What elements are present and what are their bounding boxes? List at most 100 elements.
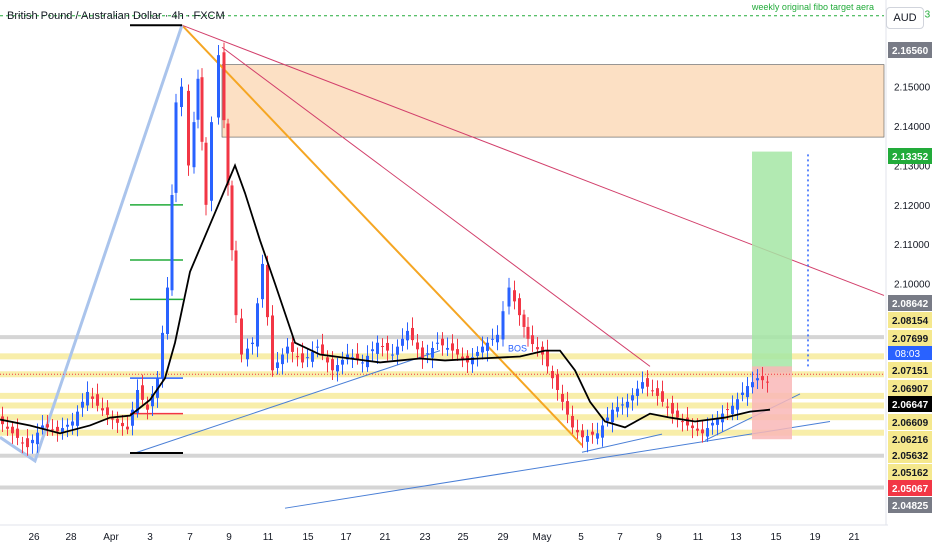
candle-body <box>376 342 379 354</box>
candle-body <box>111 418 114 420</box>
candle-body <box>126 426 129 430</box>
level-band <box>0 392 884 399</box>
candle-body <box>146 404 149 410</box>
time-tick-label: 21 <box>379 532 391 543</box>
candle-body <box>513 290 516 302</box>
candle-body <box>416 342 419 350</box>
candle-body <box>571 415 574 428</box>
candle-body <box>180 86 183 108</box>
time-tick-label: 11 <box>693 532 704 543</box>
price-tag-label: 2.13352 <box>892 152 929 163</box>
time-tick-label: 15 <box>770 532 782 543</box>
candle-body <box>391 354 394 356</box>
time-tick-label: 9 <box>226 532 232 543</box>
candle-body <box>691 425 694 429</box>
candle-body <box>711 422 714 426</box>
candle-body <box>341 359 344 365</box>
candle-body <box>41 425 44 429</box>
time-tick-label: 15 <box>302 532 314 543</box>
candle-body <box>26 438 29 448</box>
candle-body <box>731 405 734 415</box>
symbol-title: British Pound / Australian Dollar · 4h ·… <box>7 10 225 22</box>
candle-body <box>71 421 74 426</box>
supply-zone <box>221 64 885 138</box>
price-tag-label: 2.05162 <box>892 468 929 479</box>
candle-body <box>326 357 329 363</box>
candle-body <box>626 401 629 408</box>
candle-body <box>56 426 59 432</box>
candle-body <box>166 287 169 335</box>
candle-body <box>261 263 264 300</box>
candle-body <box>21 442 24 444</box>
take-profit-zone <box>752 151 792 373</box>
candle-body <box>522 314 526 327</box>
candle-body <box>361 362 364 364</box>
candle-body <box>481 346 484 353</box>
candle-body <box>431 347 434 358</box>
candle-body <box>686 417 689 426</box>
candle-body <box>306 357 309 359</box>
candle-body <box>401 338 404 346</box>
candle-body <box>170 195 174 291</box>
blue-trendline <box>284 421 831 509</box>
candle-body <box>726 409 729 411</box>
candle-body <box>96 394 99 406</box>
candle-body <box>331 359 334 371</box>
price-tag <box>888 497 932 513</box>
candle-body <box>381 345 384 347</box>
fibo-target-note: weekly original fibo target aera <box>751 2 874 12</box>
candle-body <box>217 55 220 118</box>
price-tag-label: 2.05632 <box>892 451 929 462</box>
candle-body <box>336 365 339 372</box>
candle-body <box>681 421 684 423</box>
price-tag <box>888 312 932 328</box>
price-tick-label: 2.10000 <box>894 280 931 291</box>
candle-body <box>766 381 769 383</box>
candle-body <box>456 349 459 355</box>
time-tick-label: 26 <box>28 532 40 543</box>
candle-body <box>556 374 559 390</box>
candle-body <box>436 342 439 344</box>
candle-body <box>646 378 649 387</box>
candle-body <box>441 338 444 346</box>
candle-body <box>371 349 374 352</box>
candle-body <box>586 435 589 442</box>
time-tick-label: 29 <box>497 532 509 543</box>
candle-body <box>91 396 94 399</box>
candle-body <box>276 362 279 369</box>
candle-body <box>736 399 739 410</box>
candle-body <box>11 426 14 434</box>
candle-body <box>226 123 230 186</box>
candle-body <box>266 264 269 318</box>
price-tag <box>888 414 932 430</box>
candle-body <box>286 346 289 354</box>
time-tick-label: 5 <box>578 532 584 543</box>
candle-body <box>321 344 324 355</box>
price-tag <box>888 396 932 412</box>
swing-leg-line <box>0 24 184 464</box>
candle-body <box>311 351 314 362</box>
candle-body <box>411 327 414 341</box>
price-tick-label: 2.12000 <box>894 201 931 212</box>
level-band <box>0 402 884 409</box>
currency-button[interactable]: AUD <box>886 7 924 29</box>
candle-body <box>576 429 579 433</box>
candle-body <box>671 403 674 414</box>
price-tag <box>888 447 932 463</box>
candle-body <box>386 342 389 351</box>
candle-body <box>631 395 634 401</box>
candle-body <box>746 386 749 398</box>
candle-body <box>518 298 521 316</box>
candle-body <box>531 335 534 345</box>
time-tick-label: 7 <box>617 532 623 543</box>
candle-body <box>161 332 164 378</box>
price-tag-label: 2.06609 <box>892 418 929 429</box>
candle-body <box>210 122 213 201</box>
candle-body <box>486 342 489 351</box>
candle-body <box>86 391 89 406</box>
countdown-tag <box>888 346 932 360</box>
candle-body <box>116 418 119 423</box>
price-tag <box>888 42 932 58</box>
